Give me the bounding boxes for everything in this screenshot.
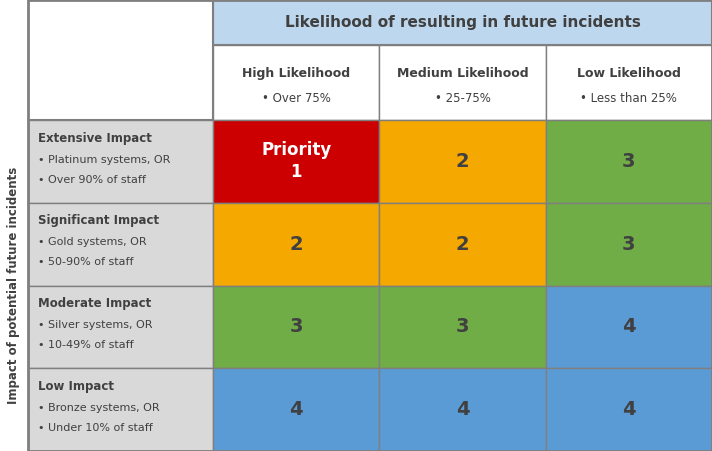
Bar [28,203,213,285]
Text: Priority
1: Priority 1 [261,141,331,181]
Text: 2: 2 [456,152,469,171]
Bar [213,203,379,285]
Text: Moderate Impact: Moderate Impact [38,297,151,310]
Bar [379,285,545,368]
Text: Medium Likelihood: Medium Likelihood [397,67,528,80]
Bar [379,45,545,120]
Bar [379,203,545,285]
Text: 3: 3 [622,235,636,253]
Bar [213,368,379,451]
Text: Impact of potential future incidents: Impact of potential future incidents [8,167,21,404]
Text: • Less than 25%: • Less than 25% [580,92,677,106]
Bar [28,0,213,120]
Bar [213,0,712,45]
Text: • Gold systems, OR: • Gold systems, OR [38,238,147,248]
Text: Significant Impact: Significant Impact [38,215,159,227]
Text: Likelihood of resulting in future incidents: Likelihood of resulting in future incide… [285,15,640,30]
Text: • Under 10% of staff: • Under 10% of staff [38,423,153,433]
Text: 4: 4 [289,400,303,419]
Bar [545,368,712,451]
Text: • Over 75%: • Over 75% [262,92,330,106]
Bar [545,45,712,120]
Bar [213,120,379,203]
Text: 3: 3 [456,318,469,336]
Bar [545,203,712,285]
Text: • Platinum systems, OR: • Platinum systems, OR [38,155,170,165]
Text: High Likelihood: High Likelihood [242,67,350,80]
Text: • Silver systems, OR: • Silver systems, OR [38,320,152,330]
Bar [28,368,213,451]
Text: Low Likelihood: Low Likelihood [577,67,681,80]
Bar [28,120,213,203]
Text: • Bronze systems, OR: • Bronze systems, OR [38,403,159,413]
Text: 4: 4 [622,400,636,419]
Bar [0,0,28,451]
Bar [213,45,379,120]
Text: • 25-75%: • 25-75% [434,92,491,106]
Text: 3: 3 [289,318,303,336]
Text: 4: 4 [456,400,469,419]
Bar [379,120,545,203]
Bar [545,285,712,368]
Text: Low Impact: Low Impact [38,380,114,393]
Text: • Over 90% of staff: • Over 90% of staff [38,175,146,184]
Text: • 50-90% of staff: • 50-90% of staff [38,258,134,267]
Text: 4: 4 [622,318,636,336]
Bar [545,120,712,203]
Text: 2: 2 [456,235,469,253]
Text: • 10-49% of staff: • 10-49% of staff [38,340,134,350]
Bar [213,285,379,368]
Text: Extensive Impact: Extensive Impact [38,132,152,145]
Text: 2: 2 [289,235,303,253]
Bar [379,368,545,451]
Text: 3: 3 [622,152,636,171]
Bar [28,285,213,368]
